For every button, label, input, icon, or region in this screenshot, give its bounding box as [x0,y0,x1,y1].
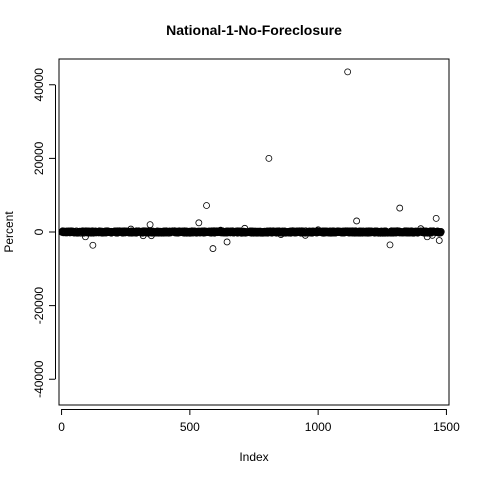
data-points [58,68,445,252]
y-tick-label: 20000 [32,141,46,175]
x-tick-label: 1000 [305,420,332,434]
data-point [241,224,249,232]
data-point [223,238,231,246]
data-point [428,231,436,239]
x-axis-label: Index [239,450,268,464]
data-point [82,233,89,241]
data-point [423,233,431,241]
data-point [209,245,217,252]
x-axis: 0 500 1000 1500 [58,409,460,434]
data-point [435,237,443,244]
data-point [146,221,154,229]
data-point [301,231,309,239]
data-point [127,225,135,233]
y-tick-label: 40000 [32,68,46,102]
chart-title: National-1-No-Foreclosure [166,22,342,38]
data-point [432,214,440,222]
data-point [195,219,203,227]
x-tick-label: 500 [180,420,200,434]
data-point [353,217,361,225]
data-point [344,68,352,76]
data-point [314,226,322,234]
data-point [217,226,225,234]
y-axis: -40000 -20000 0 20000 40000 [32,68,56,398]
data-point [89,241,97,249]
x-tick-label: 0 [58,420,65,434]
data-point [147,232,155,240]
x-tick-label: 1500 [433,420,460,434]
y-tick-label: -40000 [32,360,46,398]
data-point [437,228,445,236]
data-point [277,231,285,238]
data-point [417,225,425,233]
data-point [139,232,147,240]
y-axis-label: Percent [2,211,16,253]
data-point [396,204,404,212]
data-point [386,241,394,249]
y-tick-label: 0 [32,228,46,235]
data-point [203,202,210,209]
data-point [265,154,273,162]
y-tick-label: -20000 [32,287,46,325]
